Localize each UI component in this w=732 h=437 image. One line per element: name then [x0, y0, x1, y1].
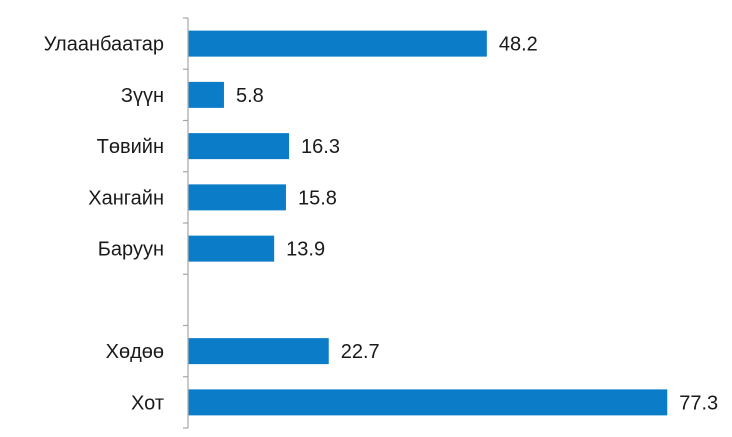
- category-label: Зүүн: [121, 85, 164, 107]
- data-label: 5.8: [236, 85, 264, 107]
- bar-layer: [188, 30, 668, 416]
- data-label: 48.2: [499, 34, 538, 56]
- bar: [188, 338, 329, 365]
- axis-layer: [183, 17, 189, 429]
- category-label: Баруун: [98, 239, 164, 261]
- data-label: 22.7: [341, 341, 380, 363]
- category-label: Хөдөө: [106, 341, 164, 363]
- category-label: Төвийн: [97, 136, 164, 158]
- category-label: Хангайн: [88, 187, 164, 209]
- bar: [188, 81, 224, 108]
- bar: [188, 133, 290, 160]
- label-layer: Улаанбаатар 48.2 Зүүн 5.8 Төвийн 16.3 Хангайн 1…: [44, 34, 719, 415]
- bar: [188, 389, 668, 416]
- data-label: 16.3: [301, 136, 340, 158]
- category-label: Улаанбаатар: [44, 34, 164, 56]
- data-label: 13.9: [286, 239, 325, 261]
- bar: [188, 235, 275, 262]
- data-label: 15.8: [298, 187, 337, 209]
- bar: [188, 184, 286, 211]
- bar: [188, 30, 487, 57]
- data-label: 77.3: [679, 392, 718, 414]
- category-label: Хот: [131, 392, 164, 414]
